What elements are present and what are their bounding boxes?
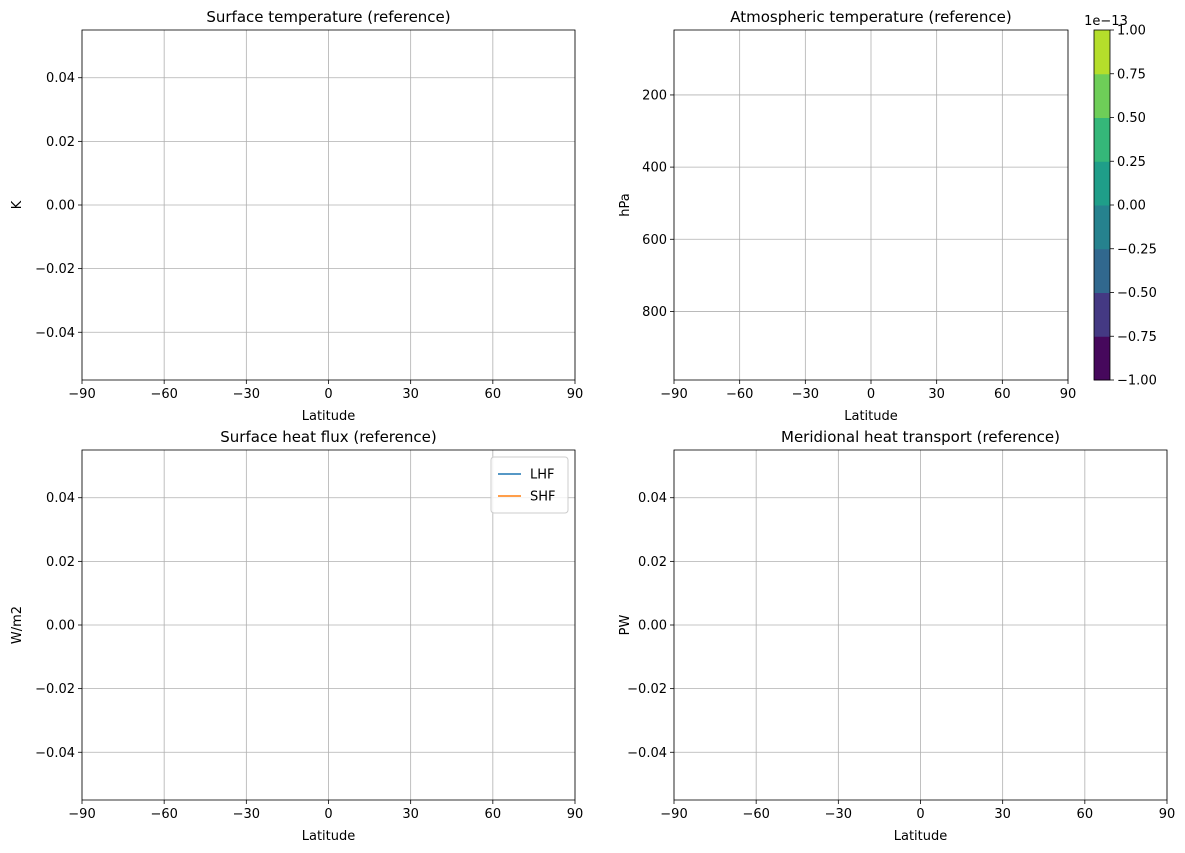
chart2-xtick-label-0: −90 (660, 387, 687, 402)
chart4-title: Meridional heat transport (reference) (781, 428, 1060, 446)
chart4-xlabel: Latitude (894, 829, 948, 844)
colorbar-tick-label-6: 0.50 (1117, 111, 1146, 126)
chart1-ytick-label-4: 0.04 (46, 71, 75, 86)
chart1-title: Surface temperature (reference) (206, 8, 450, 26)
chart3-xlabel: Latitude (302, 829, 356, 844)
chart3-ytick-label-3: 0.02 (46, 555, 75, 570)
chart4-xtick-label-5: 60 (1077, 807, 1094, 822)
chart4-ytick-label-4: 0.04 (638, 491, 667, 506)
chart1-xtick-label-5: 60 (485, 387, 502, 402)
chart1-xlabel: Latitude (302, 409, 356, 424)
chart2-xlabel: Latitude (844, 409, 898, 424)
chart2-ytick-label-2: 600 (642, 233, 667, 248)
chart3-ytick-label-4: 0.04 (46, 491, 75, 506)
chart3-title: Surface heat flux (reference) (220, 428, 436, 446)
chart3-ytick-label-1: −0.02 (35, 682, 75, 697)
chart3-ylabel: W/m2 (10, 606, 25, 644)
chart1-xtick-label-4: 30 (402, 387, 419, 402)
chart3-ytick-label-0: −0.04 (35, 746, 75, 761)
chart1-ytick-label-0: −0.04 (35, 326, 75, 341)
colorbar-tick-label-4: 0.00 (1117, 199, 1146, 214)
chart4-xtick-label-0: −90 (660, 807, 687, 822)
chart3-xtick-label-4: 30 (402, 807, 419, 822)
chart3-ytick-label-2: 0.00 (46, 619, 75, 634)
chart3-legend-label-0: LHF (530, 468, 555, 483)
chart1-ytick-label-3: 0.02 (46, 135, 75, 150)
colorbar-band-6 (1094, 73, 1110, 118)
chart4-ytick-label-0: −0.04 (627, 746, 667, 761)
chart1-xtick-label-6: 90 (567, 387, 584, 402)
chart1-xtick-label-1: −60 (150, 387, 177, 402)
chart1-ytick-label-1: −0.02 (35, 262, 75, 277)
chart2-xtick-label-1: −60 (726, 387, 753, 402)
chart4-xtick-label-2: −30 (825, 807, 852, 822)
chart3-xtick-label-2: −30 (233, 807, 260, 822)
colorbar-tick-label-0: −1.00 (1117, 374, 1157, 389)
chart2-xtick-label-2: −30 (792, 387, 819, 402)
chart1-xtick-label-0: −90 (68, 387, 95, 402)
chart1-xtick-label-2: −30 (233, 387, 260, 402)
colorbar-tick-label-1: −0.75 (1117, 330, 1157, 345)
chart3-xtick-label-6: 90 (567, 807, 584, 822)
chart3-legend (490, 456, 569, 514)
chart4-ytick-label-2: 0.00 (638, 619, 667, 634)
chart2-ytick-label-0: 200 (642, 88, 667, 103)
chart4-xtick-label-4: 30 (994, 807, 1011, 822)
colorbar-band-1 (1094, 292, 1110, 337)
chart3-xtick-label-0: −90 (68, 807, 95, 822)
chart3-xtick-label-5: 60 (485, 807, 502, 822)
chart3-xtick-label-3: 0 (324, 807, 332, 822)
colorbar-band-4 (1094, 161, 1110, 206)
chart2-xtick-label-6: 90 (1060, 387, 1077, 402)
chart2-ytick-label-3: 800 (642, 305, 667, 320)
chart2-xtick-label-3: 0 (867, 387, 875, 402)
colorbar-tick-label-3: −0.25 (1117, 242, 1157, 257)
chart4-xtick-label-6: 90 (1159, 807, 1176, 822)
chart1-ytick-label-2: 0.00 (46, 199, 75, 214)
colorbar-band-0 (1094, 336, 1110, 381)
colorbar-band-7 (1094, 30, 1110, 75)
chart1-xtick-label-3: 0 (324, 387, 332, 402)
chart2-ytick-label-1: 400 (642, 161, 667, 176)
chart1-ylabel: K (10, 200, 25, 209)
colorbar-offset-label: 1e−13 (1084, 14, 1128, 29)
colorbar-tick-label-7: 0.75 (1117, 67, 1146, 82)
chart2-xtick-label-5: 60 (994, 387, 1011, 402)
chart3-legend-label-1: SHF (530, 490, 556, 505)
chart2-xtick-label-4: 30 (928, 387, 945, 402)
chart4-xtick-label-1: −60 (742, 807, 769, 822)
chart4-ytick-label-1: −0.02 (627, 682, 667, 697)
colorbar-band-3 (1094, 205, 1110, 250)
colorbar-band-5 (1094, 117, 1110, 162)
chart4-ytick-label-3: 0.02 (638, 555, 667, 570)
colorbar-tick-label-2: −0.50 (1117, 286, 1157, 301)
chart4-ylabel: PW (618, 615, 633, 636)
colorbar-tick-label-8: 1.00 (1117, 24, 1146, 39)
colorbar-band-2 (1094, 248, 1110, 293)
chart2-title: Atmospheric temperature (reference) (730, 8, 1011, 26)
chart4-xtick-label-3: 0 (916, 807, 924, 822)
colorbar-tick-label-5: 0.25 (1117, 155, 1146, 170)
chart2-ylabel: hPa (618, 193, 633, 216)
chart3-xtick-label-1: −60 (150, 807, 177, 822)
